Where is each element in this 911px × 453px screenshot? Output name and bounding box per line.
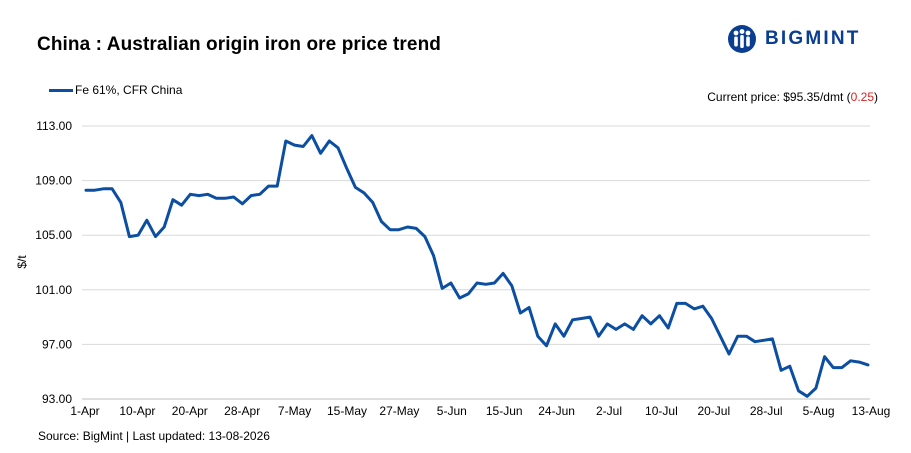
y-tick-label: 109.00 (35, 174, 72, 188)
current-price-suffix: ) (874, 90, 878, 104)
y-tick-label: 105.00 (35, 228, 72, 242)
y-tick-label: 93.00 (42, 392, 72, 406)
series-line-fe61 (84, 134, 870, 398)
chart-series (84, 134, 870, 398)
current-price: Current price: $95.35/dmt (0.25) (707, 90, 878, 104)
y-tick-label: 113.00 (36, 119, 72, 133)
current-price-prefix: Current price: $95.35/dmt ( (707, 90, 851, 104)
y-tick-label: 97.00 (42, 337, 72, 351)
brand-name: BIGMINT (765, 28, 861, 49)
x-tick-label: 10-Apr (119, 404, 155, 418)
x-tick-label: 27-May (379, 404, 419, 418)
x-tick-label: 15-Jun (486, 404, 523, 418)
x-axis: 1-Apr 10-Apr 20-Apr 28-Apr 7-May 15-May 27-May… (70, 404, 890, 418)
x-tick-label: 10-Jul (645, 404, 678, 418)
brand-logo: BIGMINT (727, 22, 867, 56)
x-tick-label: 24-Jun (538, 404, 575, 418)
legend-swatch (49, 88, 73, 92)
x-tick-label: 20-Jul (697, 404, 730, 418)
x-tick-label: 28-Apr (224, 404, 260, 418)
x-tick-label: 1-Apr (70, 404, 99, 418)
x-tick-label: 5-Jun (437, 404, 467, 418)
x-tick-label: 5-Aug (803, 404, 835, 418)
x-tick-label: 20-Apr (172, 404, 208, 418)
x-tick-label: 28-Jul (750, 404, 783, 418)
chart-legend: Fe 61%, CFR China (49, 83, 182, 97)
current-price-change: 0.25 (850, 90, 874, 104)
x-tick-label: 13-Aug (852, 404, 891, 418)
bigmint-logo-icon (728, 25, 756, 53)
chart-gridlines (82, 125, 870, 400)
y-axis-label: $/t (15, 255, 29, 269)
legend-label: Fe 61%, CFR China (75, 83, 183, 97)
x-tick-label: 2-Jul (596, 404, 622, 418)
source-note: Source: BigMint | Last updated: 13-08-20… (38, 429, 270, 443)
x-tick-label: 7-May (278, 404, 311, 418)
y-axis: 93.00 97.00 101.00 105.00 109.00 113.00 (35, 119, 72, 406)
x-tick-label: 15-May (327, 404, 367, 418)
chart-title: China : Australian origin iron ore price… (37, 34, 441, 55)
y-tick-label: 101.00 (35, 283, 72, 297)
